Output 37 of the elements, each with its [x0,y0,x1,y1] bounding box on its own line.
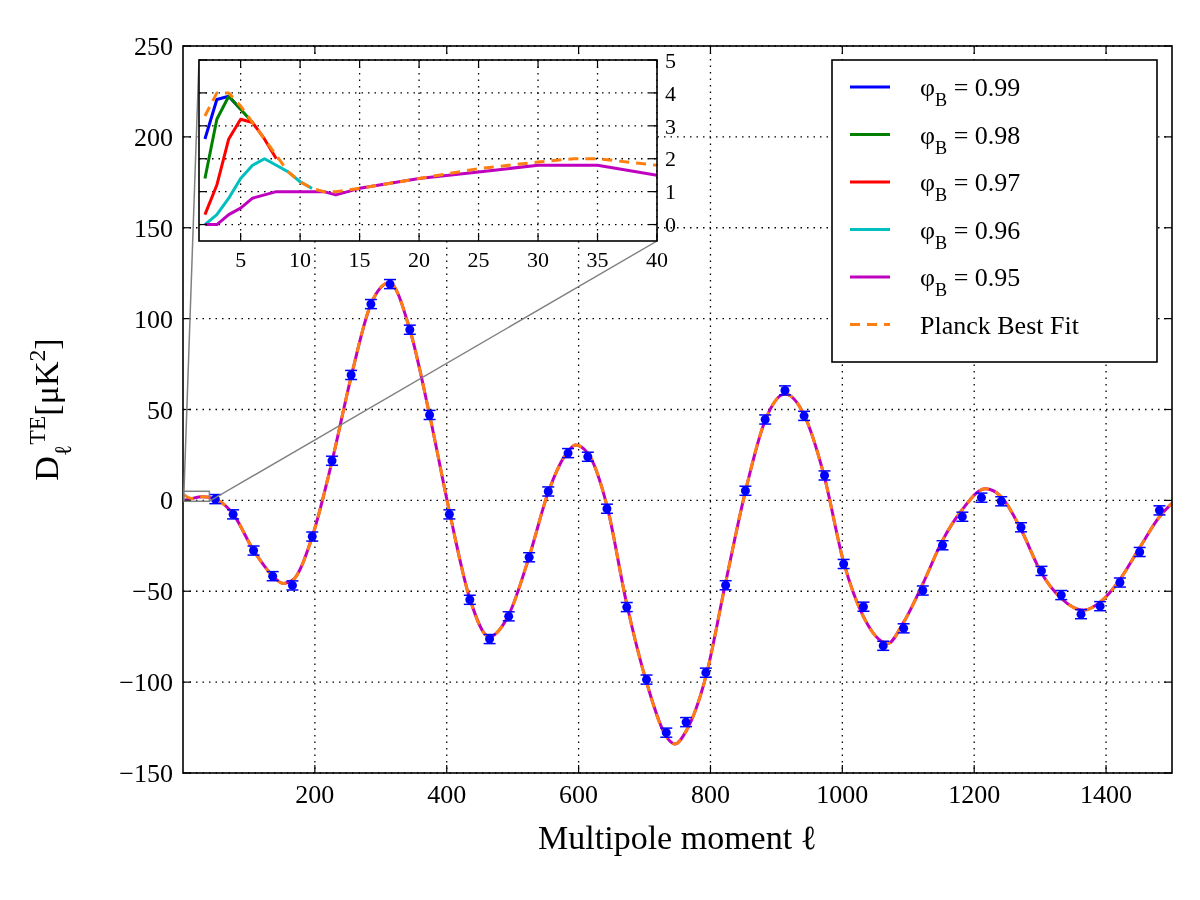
y2-tick-label: 0 [665,212,676,238]
y-tick-label: 150 [134,213,173,243]
x-tick-label: 1400 [1080,780,1133,809]
y-tick-label: −150 [119,759,173,789]
y-tick-label: −100 [119,668,173,698]
x-tick-label: 10 [289,247,312,272]
x-tick-label: 25 [467,247,490,272]
x-tick-label: 40 [646,247,668,272]
y-tick-label: 100 [134,304,173,334]
y2-tick-label: 1 [665,179,676,205]
y2-tick-label: 3 [665,113,676,139]
x-tick-label: 20 [408,247,431,272]
y-tick-label: 250 [134,32,173,62]
legend-label: φ$_{B}$ = 0.98 [920,120,1021,158]
x-tick-label: 1000 [816,780,869,809]
x-tick-label: 5 [235,247,247,272]
x-tick-label: 400 [427,780,467,809]
legend-label: φ$_{B}$ = 0.97 [920,168,1021,206]
y-tick-label: 200 [134,122,173,152]
y2-tick-label: 5 [665,47,676,73]
x-tick-label: 30 [527,247,550,272]
y2-tick-label: 2 [665,146,676,172]
legend-label: Planck Best Fit [920,310,1080,340]
x-tick-label: 800 [690,780,730,809]
x-tick-label: 600 [559,780,599,809]
legend-label: φ$_{B}$ = 0.95 [920,263,1021,301]
y-tick-label: −50 [132,577,173,607]
legend-label: φ$_{B}$ = 0.96 [920,215,1021,253]
x-axis-title: Multipole moment ℓ [538,819,817,856]
y-tick-label: 0 [160,486,173,516]
y-tick-label: 50 [147,395,173,425]
x-tick-label: 15 [348,247,371,272]
x-tick-label: 35 [586,247,609,272]
x-tick-label: 1200 [948,780,1001,809]
y2-tick-label: 4 [665,80,676,106]
x-tick-label: 200 [295,780,335,809]
legend-label: φ$_{B}$ = 0.99 [920,73,1021,111]
